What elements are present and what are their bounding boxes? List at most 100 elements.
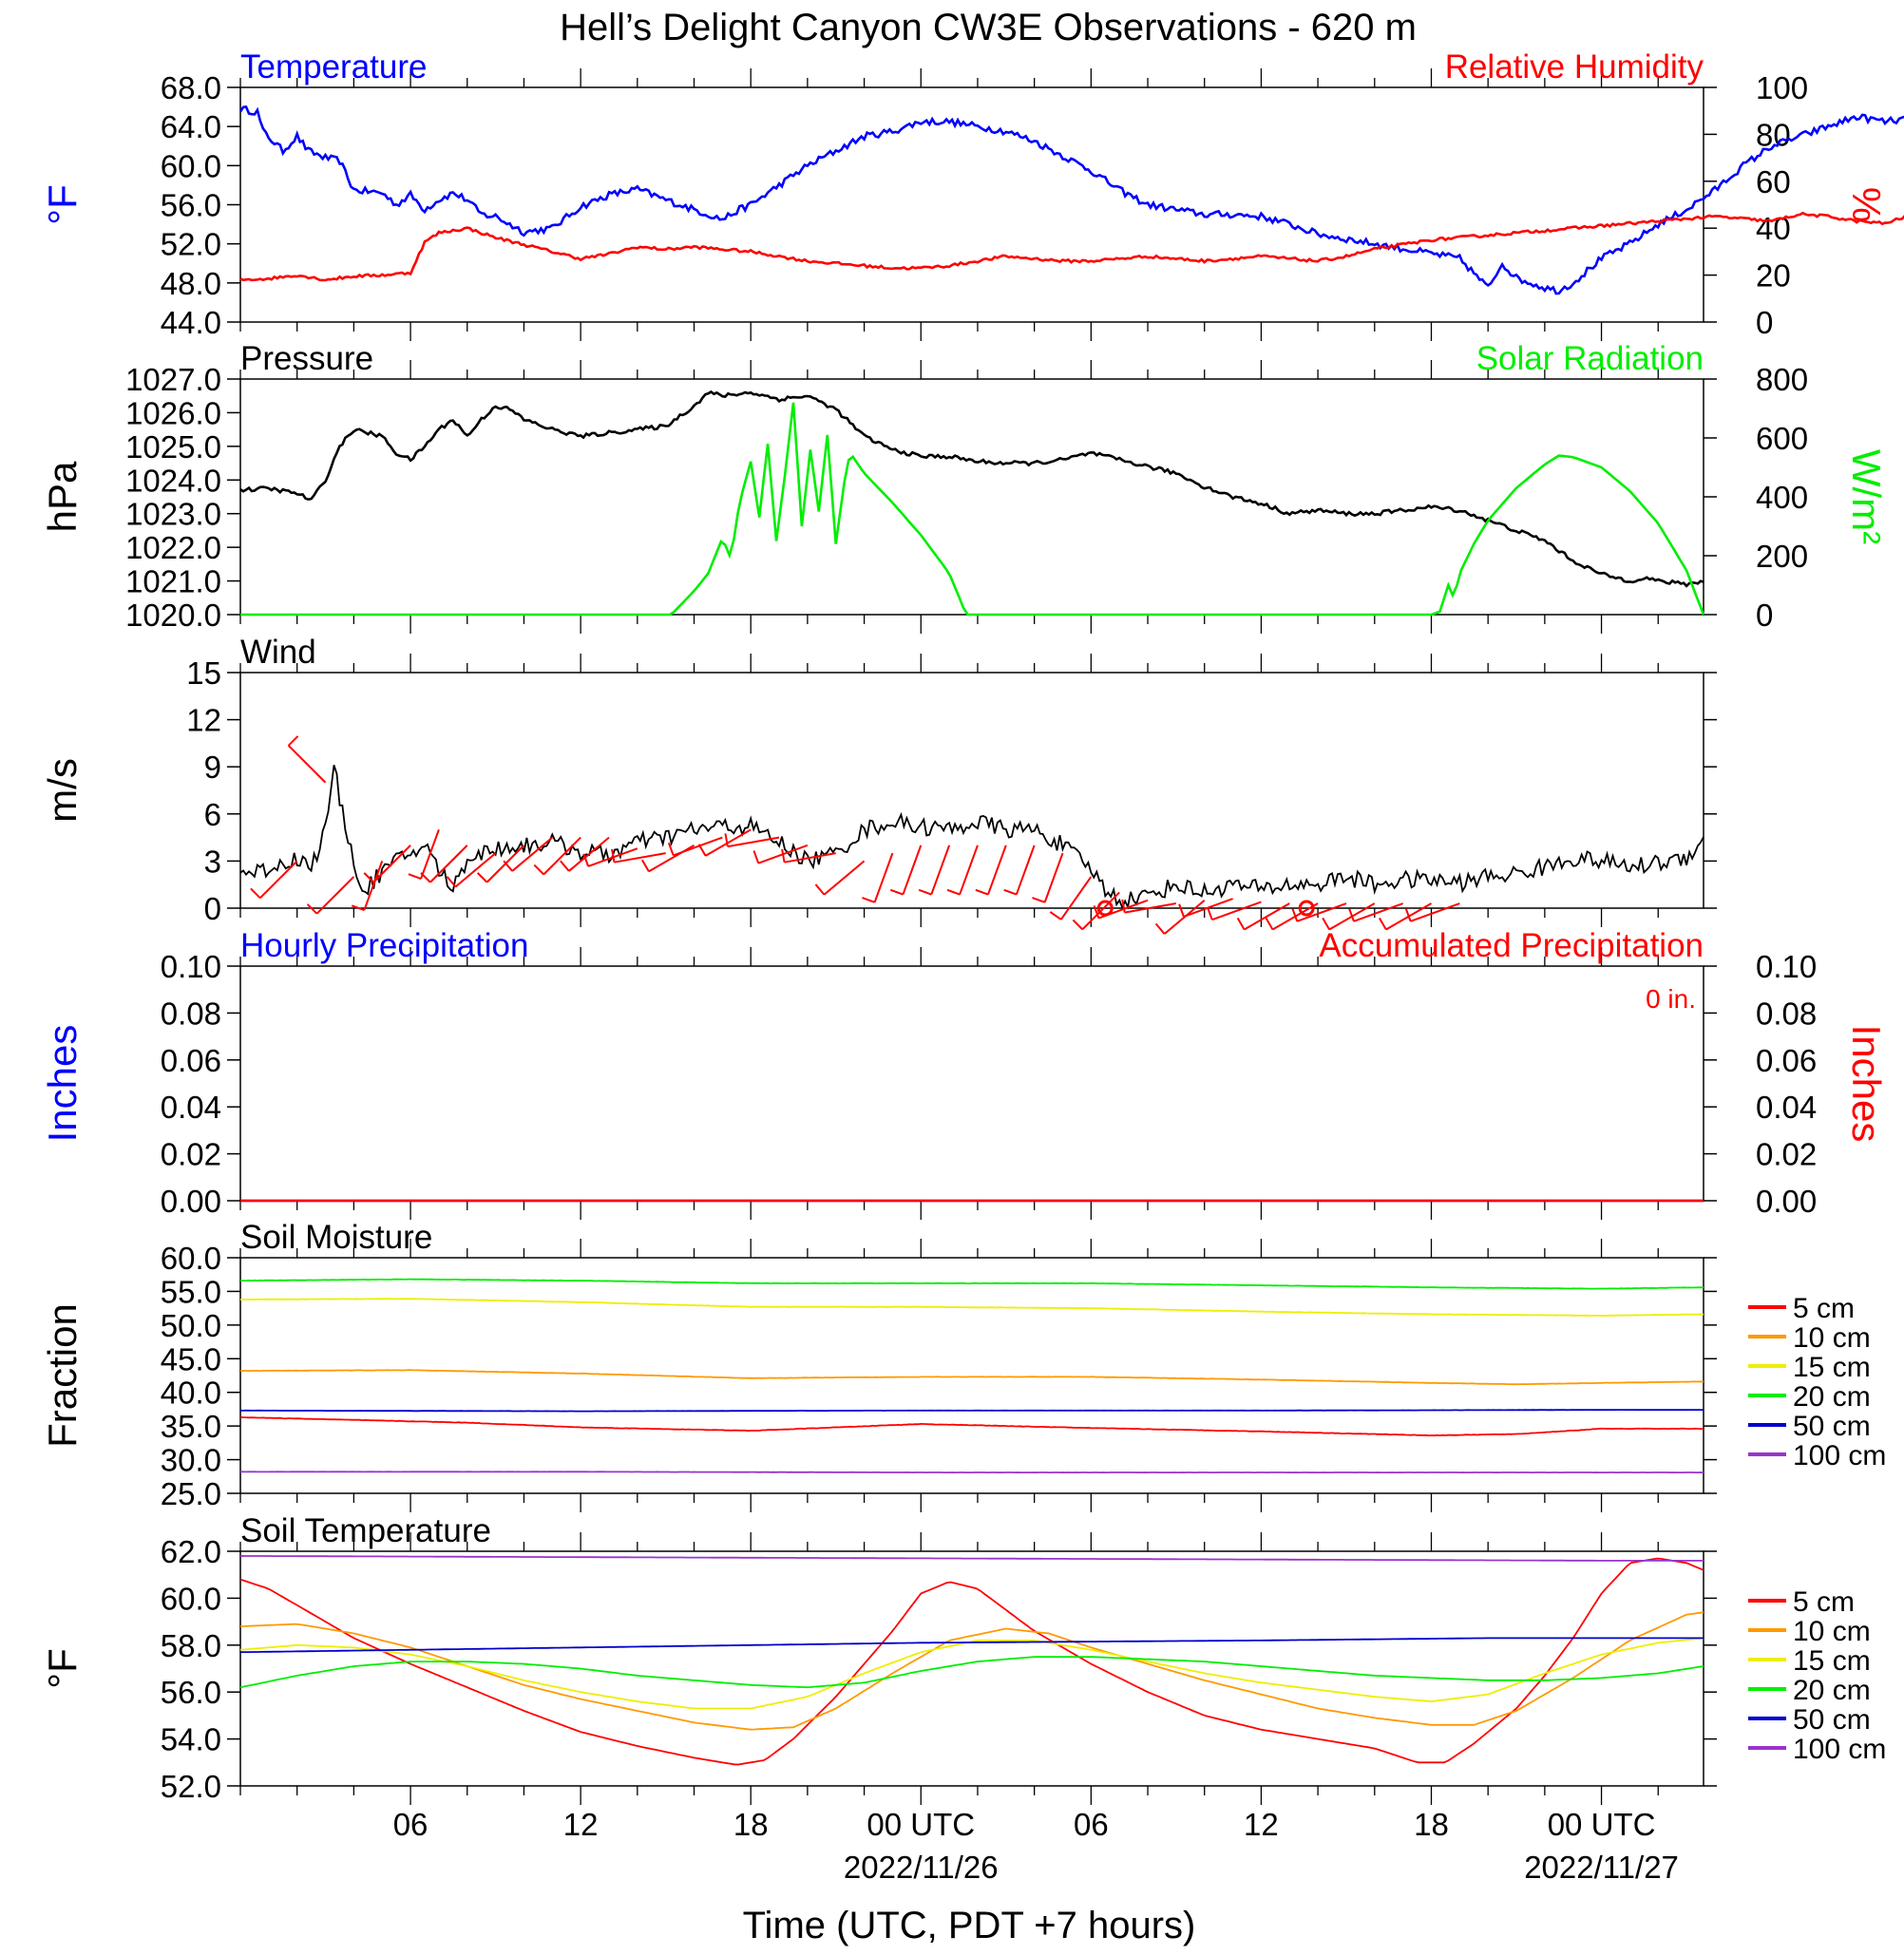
panel-pressure-solar: 1027.01026.01025.01024.01023.01022.01021… bbox=[40, 340, 1889, 634]
y-axis-label-right: W/m² bbox=[1844, 449, 1889, 544]
y-tick-label-right: 0.10 bbox=[1756, 949, 1817, 984]
panel-title-right: Relative Humidity bbox=[1445, 48, 1704, 85]
y-tick-label: 0.02 bbox=[161, 1137, 221, 1172]
series-line-50cm bbox=[240, 1409, 1704, 1413]
y-tick-label: 1026.0 bbox=[125, 395, 221, 430]
x-axis-label: Time (UTC, PDT +7 hours) bbox=[743, 1905, 1196, 1946]
wind-barb-flag bbox=[724, 833, 729, 847]
wind-barb-flag bbox=[582, 853, 590, 867]
y-tick-label: 60.0 bbox=[161, 1241, 221, 1276]
y-tick-label: 0.06 bbox=[161, 1043, 221, 1078]
y-tick-label: 60.0 bbox=[161, 1581, 221, 1616]
y-tick-label: 25.0 bbox=[161, 1476, 221, 1511]
y-axis-label-right: Inches bbox=[1844, 1025, 1889, 1143]
wind-barb-flag bbox=[1178, 903, 1185, 918]
legend-label: 15 cm bbox=[1793, 1352, 1871, 1383]
y-tick-label: 0.00 bbox=[161, 1184, 221, 1219]
wind-barb bbox=[429, 845, 468, 883]
y-tick-label: 56.0 bbox=[161, 188, 221, 223]
wind-barb bbox=[727, 836, 780, 848]
y-tick-label: 1021.0 bbox=[125, 564, 221, 599]
panel-frame bbox=[239, 1257, 1704, 1494]
series-line-15cm bbox=[239, 1298, 1704, 1317]
wind-barb-flag bbox=[1032, 897, 1046, 903]
y-tick-label: 9 bbox=[204, 750, 221, 785]
series-line-20cm bbox=[239, 1656, 1704, 1689]
y-tick-label: 64.0 bbox=[161, 109, 221, 144]
panel-soil-temperature: 62.0 60.0 58.0 56.0 54.0 52.0 Soil Temperature… bbox=[40, 1512, 1886, 1805]
y-axis-label-left: °F bbox=[40, 1648, 85, 1688]
wind-barb bbox=[315, 876, 355, 915]
wind-barb bbox=[705, 828, 752, 857]
y-tick-label: 15 bbox=[186, 655, 221, 691]
y-axis-label-left: Fraction bbox=[40, 1303, 85, 1448]
y-tick-label-right: 400 bbox=[1756, 480, 1808, 515]
x-tick-label: 18 bbox=[733, 1807, 769, 1842]
y-tick-label: 0 bbox=[204, 891, 221, 926]
wind-barb bbox=[259, 860, 298, 899]
legend-label: 100 cm bbox=[1793, 1440, 1886, 1471]
y-axis-label-left: hPa bbox=[40, 461, 85, 532]
y-axis-label-left: °F bbox=[40, 184, 85, 224]
wind-barb-flag bbox=[533, 864, 544, 876]
y-tick-label: 56.0 bbox=[161, 1675, 221, 1710]
series-line-100cm bbox=[240, 1471, 1704, 1474]
y-tick-label: 35.0 bbox=[161, 1409, 221, 1444]
y-tick-label-right: 0.00 bbox=[1756, 1184, 1817, 1219]
wind-barb bbox=[902, 845, 923, 895]
y-tick-label: 68.0 bbox=[161, 70, 221, 105]
wind-barb-flag bbox=[752, 850, 760, 864]
y-tick-label-right: 200 bbox=[1756, 539, 1808, 574]
series-line-50cm bbox=[239, 1637, 1704, 1654]
y-tick-label-right: 60 bbox=[1756, 164, 1791, 199]
y-tick-label: 12 bbox=[186, 703, 221, 738]
y-axis-label-right: % bbox=[1844, 187, 1889, 222]
y-tick-label: 45.0 bbox=[161, 1341, 221, 1376]
wind-barb-flag bbox=[1404, 908, 1412, 922]
y-tick-label-right: 800 bbox=[1756, 362, 1808, 397]
wind-barb-flag bbox=[306, 903, 318, 915]
y-tick-label-right: 0 bbox=[1756, 598, 1773, 633]
wind-barb-flag bbox=[697, 844, 707, 857]
wind-barb bbox=[784, 852, 836, 864]
wind-barb-flag bbox=[1003, 888, 1018, 896]
calm-marker bbox=[1298, 900, 1315, 917]
wind-barb-flag bbox=[814, 883, 826, 896]
wind-barb bbox=[287, 745, 327, 784]
wind-barb-flag bbox=[408, 873, 422, 880]
y-tick-label: 60.0 bbox=[161, 148, 221, 183]
y-tick-label-right: 600 bbox=[1756, 421, 1808, 456]
panel-wind: 15 12 9 6 3 0 Wind m/s bbox=[40, 634, 1717, 935]
y-tick-label: 58.0 bbox=[161, 1628, 221, 1663]
wind-barb bbox=[987, 845, 1007, 895]
panel-frame bbox=[239, 965, 1704, 1202]
y-tick-label: 1020.0 bbox=[125, 598, 221, 633]
panel-title-right: Accumulated Precipitation bbox=[1319, 927, 1704, 964]
panel-frame bbox=[239, 672, 1704, 909]
series-line-5cm bbox=[239, 1415, 1704, 1437]
wind-barb-flag bbox=[1154, 922, 1166, 935]
y-tick-label: 0.10 bbox=[161, 949, 221, 984]
panel-title-left: Wind bbox=[240, 634, 316, 671]
chart-title: Hell’s Delight Canyon CW3E Observations … bbox=[560, 7, 1417, 48]
y-tick-label-right: 100 bbox=[1756, 70, 1808, 105]
panel-precipitation: 0.10 0.08 0.06 0.04 0.02 0.00 0.10 0.08 0.06 0.04… bbox=[40, 927, 1889, 1220]
x-tick-label: 12 bbox=[563, 1807, 599, 1842]
wind-barb-flag bbox=[1378, 917, 1387, 931]
x-date-label: 2022/11/27 bbox=[1524, 1850, 1679, 1885]
y-tick-label: 44.0 bbox=[161, 305, 221, 340]
wind-barb-flag bbox=[667, 842, 675, 856]
wind-barb bbox=[1296, 902, 1347, 922]
wind-barb bbox=[930, 845, 951, 895]
wind-barb-flag bbox=[1093, 905, 1100, 919]
wind-barb-flag bbox=[781, 848, 786, 863]
wind-barb bbox=[1043, 852, 1064, 903]
legend-label: 5 cm bbox=[1793, 1293, 1855, 1324]
panel-temperature-rh: 68.064.060.056.052.048.044.0100806040200… bbox=[40, 48, 1904, 341]
wind-barb-flag bbox=[1291, 908, 1299, 922]
wind-barb-flag bbox=[1348, 908, 1355, 922]
wind-barb-flag bbox=[420, 872, 431, 883]
wind-barb-flag bbox=[918, 888, 932, 896]
y-tick-label: 0.04 bbox=[161, 1090, 221, 1125]
wind-barb-flag bbox=[889, 888, 904, 896]
